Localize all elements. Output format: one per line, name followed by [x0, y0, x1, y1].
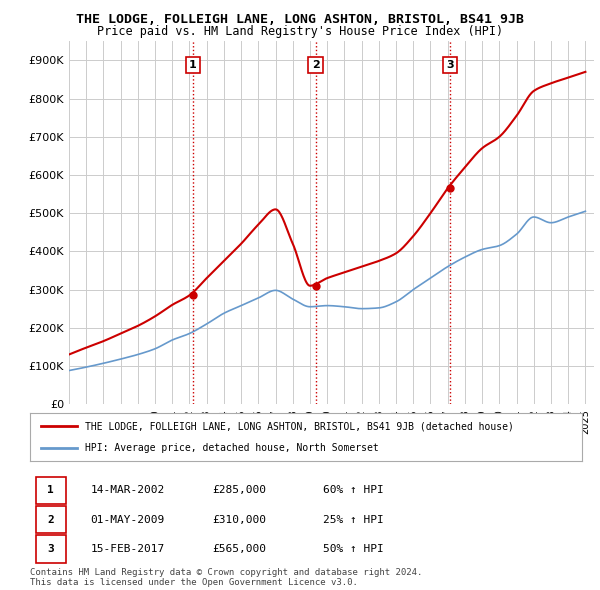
- Text: 60% ↑ HPI: 60% ↑ HPI: [323, 486, 383, 496]
- Text: 3: 3: [47, 544, 54, 554]
- Text: Price paid vs. HM Land Registry's House Price Index (HPI): Price paid vs. HM Land Registry's House …: [97, 25, 503, 38]
- Text: THE LODGE, FOLLEIGH LANE, LONG ASHTON, BRISTOL, BS41 9JB (detached house): THE LODGE, FOLLEIGH LANE, LONG ASHTON, B…: [85, 421, 514, 431]
- Text: £310,000: £310,000: [212, 514, 266, 525]
- Text: Contains HM Land Registry data © Crown copyright and database right 2024.
This d: Contains HM Land Registry data © Crown c…: [30, 568, 422, 587]
- FancyBboxPatch shape: [35, 477, 66, 504]
- FancyBboxPatch shape: [35, 535, 66, 562]
- FancyBboxPatch shape: [35, 506, 66, 533]
- Text: 3: 3: [446, 60, 454, 70]
- Text: 2: 2: [312, 60, 320, 70]
- Text: HPI: Average price, detached house, North Somerset: HPI: Average price, detached house, Nort…: [85, 443, 379, 453]
- Text: 2: 2: [47, 514, 54, 525]
- Text: 25% ↑ HPI: 25% ↑ HPI: [323, 514, 383, 525]
- Text: 1: 1: [189, 60, 197, 70]
- Text: 50% ↑ HPI: 50% ↑ HPI: [323, 544, 383, 554]
- Text: 15-FEB-2017: 15-FEB-2017: [91, 544, 165, 554]
- Text: £565,000: £565,000: [212, 544, 266, 554]
- Text: £285,000: £285,000: [212, 486, 266, 496]
- Text: 14-MAR-2002: 14-MAR-2002: [91, 486, 165, 496]
- Text: 01-MAY-2009: 01-MAY-2009: [91, 514, 165, 525]
- Text: THE LODGE, FOLLEIGH LANE, LONG ASHTON, BRISTOL, BS41 9JB: THE LODGE, FOLLEIGH LANE, LONG ASHTON, B…: [76, 13, 524, 26]
- Text: 1: 1: [47, 486, 54, 496]
